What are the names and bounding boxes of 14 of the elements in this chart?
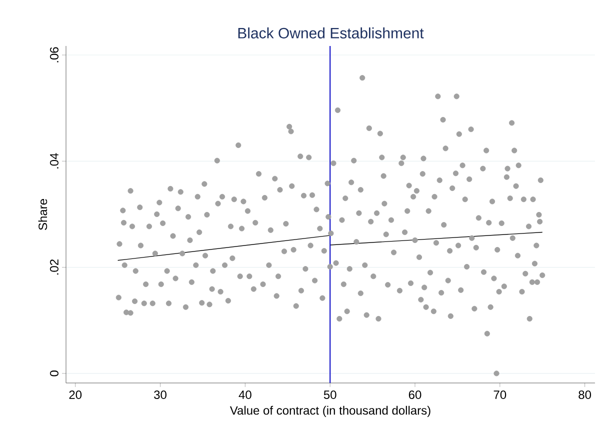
x-tick-label: 30 [154, 390, 166, 400]
y-tick-label: .06 [50, 47, 58, 62]
chart-title: Black Owned Establishment [238, 27, 424, 38]
x-tick-label: 80 [578, 390, 592, 400]
x-tick-label: 70 [494, 390, 506, 400]
x-tick-label: 50 [324, 390, 336, 400]
x-tick-label: 20 [69, 390, 82, 400]
x-tick-label: 60 [408, 390, 422, 400]
x-axis-title: Value of contract (in thousand dollars) [230, 406, 430, 418]
x-tick-label: 40 [238, 390, 252, 400]
y-tick-label: .04 [50, 153, 58, 168]
y-tick-label: .02 [50, 260, 58, 275]
y-axis-title: Share [38, 199, 48, 230]
y-tick-label: 0 [50, 370, 58, 376]
